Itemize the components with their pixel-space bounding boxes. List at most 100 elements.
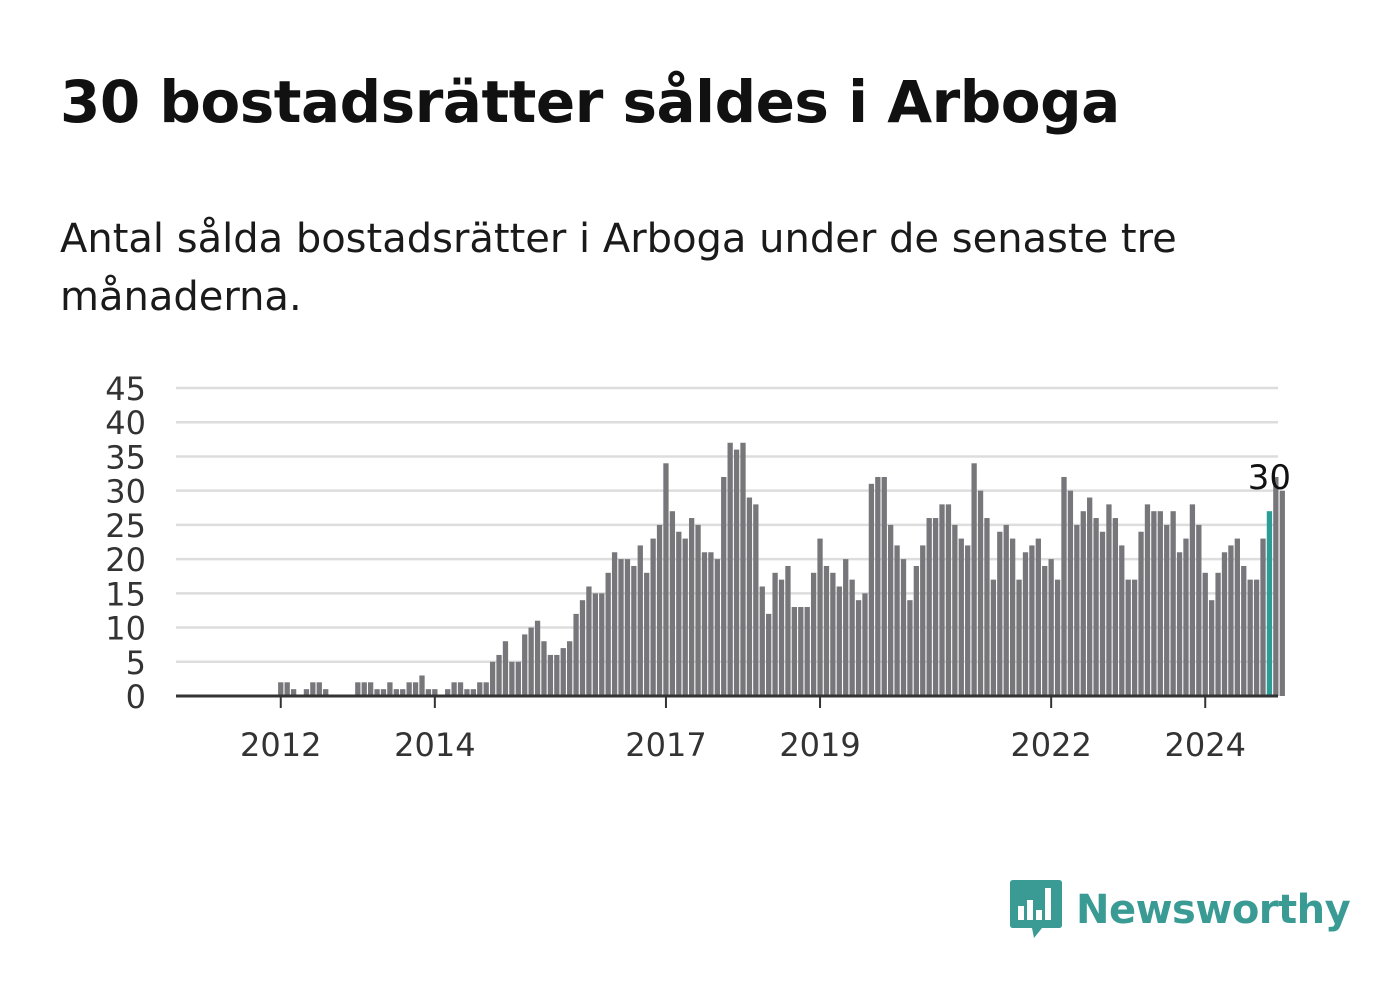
- x-axis: 2012 2014 2017 2019 2022 2024: [240, 696, 1246, 764]
- bar: [406, 682, 412, 696]
- x-tick-label: 2014: [394, 726, 475, 764]
- bar: [522, 634, 528, 696]
- bar: [990, 579, 997, 696]
- bar: [1234, 538, 1240, 696]
- bar: [1131, 579, 1138, 696]
- bar: [939, 504, 945, 696]
- bar: [323, 689, 329, 696]
- bar: [1061, 476, 1067, 696]
- bar: [445, 689, 451, 696]
- bar: [958, 538, 964, 696]
- bar: [412, 682, 419, 696]
- bar: [374, 689, 380, 696]
- bar: [714, 559, 720, 696]
- y-tick-label: 40: [105, 404, 146, 442]
- bar: [721, 476, 727, 696]
- bar: [393, 689, 399, 696]
- bar: [695, 524, 701, 696]
- bar: [682, 538, 688, 696]
- bar: [387, 682, 393, 696]
- bar: [611, 552, 618, 696]
- bar: [932, 518, 939, 696]
- bar: [977, 490, 984, 696]
- bar: [868, 483, 875, 696]
- bar: [1183, 538, 1189, 696]
- y-tick-label: 30: [105, 473, 146, 511]
- y-tick-label: 35: [105, 438, 146, 476]
- bar: [1151, 511, 1157, 696]
- bar: [528, 627, 534, 696]
- bar: [457, 682, 464, 696]
- bar: [1042, 565, 1048, 696]
- chart-title: 30 bostadsrätter såldes i Arboga: [60, 68, 1120, 136]
- data-labels: 30: [1248, 458, 1291, 498]
- bar: [515, 661, 521, 696]
- bar: [1241, 565, 1247, 696]
- bar: [310, 682, 316, 696]
- bar: [400, 689, 406, 696]
- bar: [1144, 504, 1151, 696]
- bar: [862, 593, 868, 696]
- bar: [631, 565, 637, 696]
- bar: [464, 689, 470, 696]
- bar: [1054, 579, 1061, 696]
- x-tick-label: 2024: [1165, 726, 1246, 764]
- bar: [656, 524, 663, 696]
- bar: [1196, 524, 1202, 696]
- bar: [836, 586, 842, 696]
- bar: [1022, 552, 1029, 696]
- bar: [1080, 511, 1086, 696]
- bar: [791, 607, 798, 696]
- bar: [380, 689, 387, 696]
- bar: [290, 689, 297, 696]
- bar: [984, 518, 990, 696]
- bar: [303, 689, 310, 696]
- bar: [1067, 490, 1074, 696]
- bar: [1035, 538, 1041, 696]
- bar-highlighted: [1266, 511, 1273, 696]
- bar: [284, 682, 290, 696]
- bar: [746, 497, 753, 696]
- bar: [888, 524, 894, 696]
- bar: [650, 538, 656, 696]
- bar: [900, 559, 907, 696]
- bar: [618, 559, 624, 696]
- x-tick-label: 2012: [240, 726, 321, 764]
- bar: [997, 531, 1003, 696]
- bar: [605, 572, 611, 696]
- x-tick-label: 2019: [779, 726, 860, 764]
- bar: [502, 641, 509, 696]
- bar: [1273, 476, 1279, 696]
- bar: [849, 579, 855, 696]
- bar: [509, 661, 515, 696]
- bar: [1074, 524, 1080, 696]
- y-tick-label: 45: [105, 370, 146, 408]
- bar: [804, 607, 810, 696]
- bar: [1157, 511, 1163, 696]
- bar: [1106, 504, 1112, 696]
- bar: [823, 565, 830, 696]
- bar: [483, 682, 489, 696]
- bar: [541, 641, 547, 696]
- bar: [817, 538, 823, 696]
- bar: [560, 648, 566, 696]
- bar: [1260, 538, 1266, 696]
- bar: [1164, 524, 1170, 696]
- bar: [785, 565, 791, 696]
- bar: [766, 613, 772, 696]
- bar: [1189, 504, 1196, 696]
- y-tick-label: 5: [126, 644, 146, 682]
- bar: [1048, 559, 1054, 696]
- newsworthy-logo: Newsworthy: [1010, 878, 1351, 942]
- bar: [547, 654, 554, 696]
- bar: [875, 476, 881, 696]
- bar: [637, 545, 643, 696]
- bar: [1093, 518, 1099, 696]
- bar: [1016, 579, 1022, 696]
- y-tick-label: 20: [105, 541, 146, 579]
- bar: [663, 463, 669, 696]
- bar: [470, 689, 477, 696]
- bar: [567, 641, 573, 696]
- bar: [573, 613, 579, 696]
